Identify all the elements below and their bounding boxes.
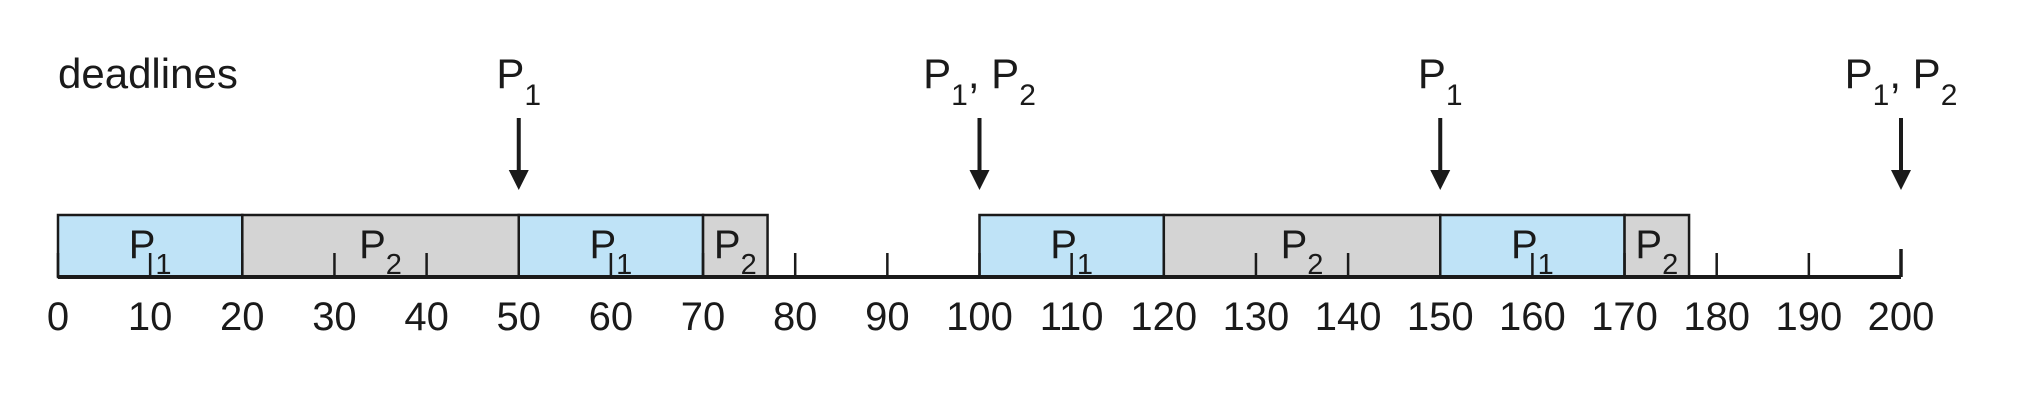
segment-label: P2 bbox=[1635, 223, 1678, 281]
axis-tick-label: 110 bbox=[1040, 295, 1104, 339]
deadline-markers: P1 P1, P2 P1 P1, P2 bbox=[496, 50, 1957, 190]
segment-p2: P2 bbox=[1162, 213, 1442, 281]
axis-tick-label: 30 bbox=[312, 295, 357, 339]
deadline-label: P1, P2 bbox=[923, 50, 1036, 112]
segment-p1: P1 bbox=[517, 213, 705, 281]
deadline-arrow-icon bbox=[1430, 170, 1451, 190]
axis-tick-label: 170 bbox=[1591, 295, 1658, 339]
axis-tick-label: 130 bbox=[1223, 295, 1290, 339]
axis-tick-label: 190 bbox=[1775, 295, 1842, 339]
axis-tick-label: 150 bbox=[1407, 295, 1474, 339]
segment-label: P2 bbox=[359, 223, 402, 281]
axis-tick-label: 70 bbox=[681, 295, 726, 339]
deadlines-title: deadlines bbox=[58, 50, 238, 97]
axis-tick-label: 10 bbox=[128, 295, 173, 339]
deadline-marker: P1, P2 bbox=[1845, 50, 1958, 190]
axis-tick-label: 160 bbox=[1499, 295, 1566, 339]
deadline-marker: P1 bbox=[496, 50, 541, 190]
axis-tick-label: 80 bbox=[773, 295, 818, 339]
axis-tick-label: 40 bbox=[404, 295, 449, 339]
deadline-arrow-icon bbox=[969, 170, 990, 190]
axis-tick-label: 90 bbox=[865, 295, 910, 339]
deadline-label: P1 bbox=[496, 50, 541, 112]
segment-label: P2 bbox=[714, 223, 757, 281]
segment-p2: P2 bbox=[1623, 213, 1691, 281]
axis-tick-label: 0 bbox=[47, 295, 69, 339]
deadline-arrow-icon bbox=[1891, 170, 1911, 190]
axis-tick-label: 60 bbox=[589, 295, 634, 339]
deadline-marker: P1, P2 bbox=[923, 50, 1036, 190]
time-axis: 0 10 20 30 40 50 60 70 80 90 100 110 120 130 140 150 160… bbox=[47, 249, 1935, 339]
deadline-label: P1, P2 bbox=[1845, 50, 1958, 112]
axis-tick-label: 180 bbox=[1683, 295, 1750, 339]
segment-label: P2 bbox=[1281, 223, 1324, 281]
axis-tick-label: 50 bbox=[497, 295, 542, 339]
segment-label: P1 bbox=[129, 223, 172, 281]
deadline-label: P1 bbox=[1418, 50, 1463, 112]
axis-tick-label: 100 bbox=[946, 295, 1013, 339]
segment-box bbox=[1162, 213, 1442, 279]
deadline-arrow-icon bbox=[508, 170, 529, 190]
deadline-marker: P1 bbox=[1418, 50, 1463, 190]
axis-tick-label: 20 bbox=[220, 295, 265, 339]
axis-tick-label: 120 bbox=[1130, 295, 1197, 339]
axis-tick-label: 140 bbox=[1315, 295, 1382, 339]
segment-p2: P2 bbox=[701, 213, 769, 281]
segment-p2: P2 bbox=[241, 213, 521, 281]
segment-box bbox=[701, 213, 769, 279]
axis-tick-label: 200 bbox=[1868, 295, 1935, 339]
segment-box bbox=[1623, 213, 1691, 279]
schedule-segments: P1 P2 P1 P2 P1 P2 P1 P2 bbox=[56, 213, 1691, 281]
